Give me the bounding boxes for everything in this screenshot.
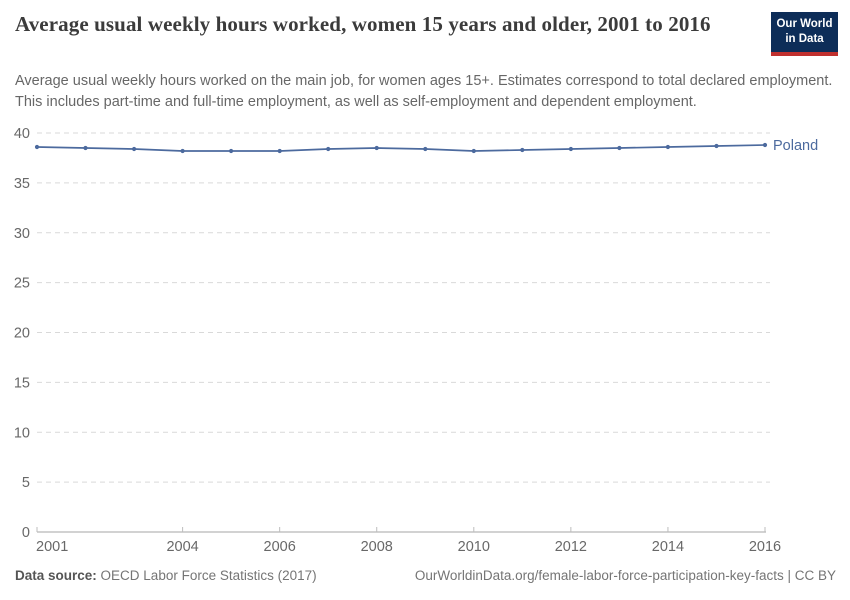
data-point-2008[interactable] xyxy=(374,145,379,151)
chart-title: Average usual weekly hours worked, women… xyxy=(15,12,711,36)
series-line-poland[interactable] xyxy=(36,144,766,152)
y-tick-label-25: 25 xyxy=(14,276,30,292)
owid-logo-line2: in Data xyxy=(785,32,824,45)
data-point-2013[interactable] xyxy=(617,145,622,151)
data-point-2001[interactable] xyxy=(34,144,40,150)
y-tick-label-35: 35 xyxy=(14,176,30,192)
y-tick-label-40: 40 xyxy=(14,126,30,142)
credit-line[interactable]: OurWorldinData.org/female-labor-force-pa… xyxy=(414,568,836,583)
y-tick-label-20: 20 xyxy=(14,326,30,342)
y-tick-label-0: 0 xyxy=(22,525,30,541)
data-source: Data source: OECD Labor Force Statistics… xyxy=(15,568,317,583)
data-source-label: Data source: xyxy=(15,568,97,583)
data-point-2007[interactable] xyxy=(326,146,331,152)
y-tick-label-15: 15 xyxy=(14,375,30,391)
y-tick-label-30: 30 xyxy=(14,226,30,242)
data-point-2006[interactable] xyxy=(277,148,282,154)
x-tick-label-2010: 2010 xyxy=(458,539,490,555)
data-point-2010[interactable] xyxy=(471,148,476,154)
x-tick-label-2006: 2006 xyxy=(264,539,296,555)
x-tick-label-2012: 2012 xyxy=(555,539,587,555)
x-tick-label-2016: 2016 xyxy=(749,539,781,555)
data-point-2014[interactable] xyxy=(665,144,671,150)
owid-logo[interactable]: Our World in Data xyxy=(771,12,838,56)
data-point-2015[interactable] xyxy=(714,143,719,149)
x-tick-label-2008: 2008 xyxy=(361,539,393,555)
data-point-2005[interactable] xyxy=(229,148,234,154)
series-label-poland[interactable]: Poland xyxy=(773,138,818,154)
data-source-text: OECD Labor Force Statistics (2017) xyxy=(100,568,317,583)
x-tick-label-2004: 2004 xyxy=(166,539,198,555)
x-tick-label-2014: 2014 xyxy=(652,539,684,555)
data-point-2016[interactable] xyxy=(762,142,768,148)
owid-logo-line1: Our World xyxy=(776,18,833,30)
data-point-2011[interactable] xyxy=(520,147,525,153)
data-point-2009[interactable] xyxy=(423,146,428,152)
data-point-2002[interactable] xyxy=(83,145,88,151)
data-point-2003[interactable] xyxy=(132,146,137,152)
chart-footer: Data source: OECD Labor Force Statistics… xyxy=(15,568,836,583)
chart-subtitle: Average usual weekly hours worked on the… xyxy=(15,73,833,111)
data-point-2004[interactable] xyxy=(180,148,185,154)
data-point-2012[interactable] xyxy=(568,146,574,152)
x-tick-label-2001: 2001 xyxy=(36,539,68,555)
y-tick-label-10: 10 xyxy=(14,425,30,441)
y-tick-label-5: 5 xyxy=(22,475,30,491)
